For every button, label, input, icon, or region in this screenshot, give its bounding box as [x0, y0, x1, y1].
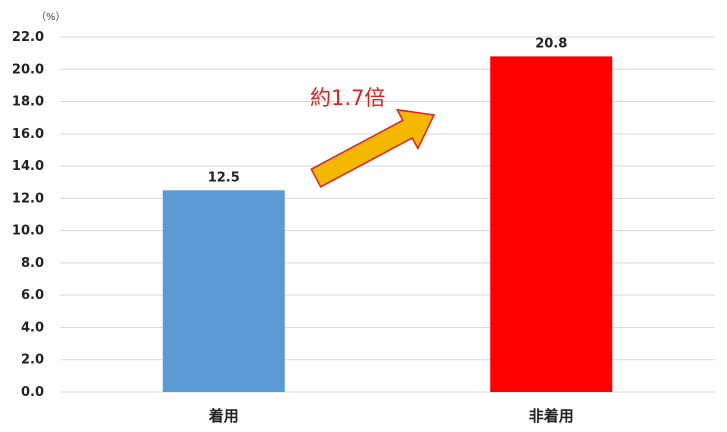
grid-lines [60, 36, 715, 393]
y-tick-label: 12.0 [12, 191, 44, 206]
bar [162, 190, 285, 392]
y-tick-label: 16.0 [12, 127, 44, 142]
y-tick-label: 2.0 [21, 353, 44, 368]
y-axis-unit: （%） [36, 11, 66, 23]
y-tick-label: 4.0 [21, 320, 44, 335]
category-label: 着用 [208, 407, 239, 425]
y-tick-label: 8.0 [21, 256, 44, 271]
bars [162, 56, 613, 392]
y-tick-label: 10.0 [12, 224, 44, 239]
category-labels: 着用 非着用 [208, 407, 574, 425]
ratio-annotation-text: 約1.7倍 [310, 86, 385, 110]
data-label: 12.5 [208, 170, 240, 185]
y-tick-label: 6.0 [21, 288, 44, 303]
y-tick-label: 14.0 [12, 159, 44, 174]
ratio-annotation: 約1.7倍 [310, 86, 436, 188]
arrow-icon [310, 108, 436, 188]
data-label: 20.8 [535, 36, 567, 51]
y-tick-label: 20.0 [12, 62, 44, 77]
y-axis-ticks: 0.0 2.0 4.0 6.0 8.0 10.0 12.0 14.0 16.0 18.0 20.0 2… [12, 30, 44, 400]
bar [490, 56, 613, 392]
data-labels: 12.5 20.8 [208, 36, 568, 185]
y-tick-label: 18.0 [12, 95, 44, 110]
y-tick-label: 22.0 [12, 30, 44, 45]
category-label: 非着用 [529, 407, 574, 425]
y-tick-label: 0.0 [21, 385, 44, 400]
